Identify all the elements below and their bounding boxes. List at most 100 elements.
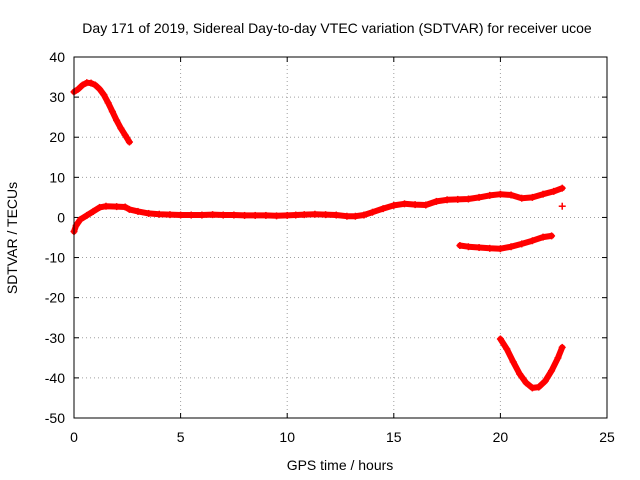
data-point xyxy=(411,201,419,209)
data-point xyxy=(230,211,238,219)
data-point xyxy=(241,211,249,219)
data-point xyxy=(332,211,340,219)
data-point xyxy=(100,91,108,99)
data-point xyxy=(121,131,129,139)
data-point xyxy=(507,243,515,251)
data-point xyxy=(125,205,133,213)
data-point xyxy=(322,211,330,219)
data-point xyxy=(91,81,99,89)
data-point xyxy=(518,240,526,248)
data-point xyxy=(300,211,308,219)
series-band-arc-low xyxy=(497,336,566,391)
data-point xyxy=(486,244,494,252)
data-point xyxy=(209,211,217,219)
data-point xyxy=(456,242,464,250)
data-point xyxy=(464,195,472,203)
data-point xyxy=(74,85,82,93)
data-point xyxy=(177,211,185,219)
data-point xyxy=(400,200,408,208)
grid xyxy=(74,57,607,418)
data-point xyxy=(104,99,112,107)
data-point xyxy=(292,211,300,219)
data-point xyxy=(343,212,351,220)
x-tick-label: 10 xyxy=(279,429,295,445)
x-tick-label: 20 xyxy=(493,429,509,445)
data-point xyxy=(539,233,547,241)
data-point xyxy=(558,184,566,192)
data-point xyxy=(548,232,556,240)
y-tick-label: -10 xyxy=(45,250,65,266)
data-point xyxy=(219,211,227,219)
x-tick-label: 25 xyxy=(599,429,615,445)
data-point xyxy=(516,370,524,378)
ticks: 0 5 10 15 20 25 -50 -40 -30 -20 -10 0 10 20 30 40 xyxy=(45,49,615,445)
data-point xyxy=(113,116,121,124)
y-tick-label: 10 xyxy=(49,169,65,185)
data-point xyxy=(528,237,536,245)
data-point xyxy=(496,335,504,343)
data-point xyxy=(496,190,504,198)
y-tick-label: 20 xyxy=(49,129,65,145)
series-band-arc-high xyxy=(71,79,133,145)
data-point xyxy=(121,203,129,211)
y-axis-label: SDTVAR / TECUs xyxy=(4,182,20,294)
data-point xyxy=(368,208,376,216)
data-point xyxy=(187,211,195,219)
data-point xyxy=(541,377,549,385)
data-point xyxy=(548,367,556,375)
data-point xyxy=(475,193,483,201)
data-point xyxy=(83,211,91,219)
data-point xyxy=(108,108,116,116)
data-point xyxy=(166,211,174,219)
data-point xyxy=(79,81,87,89)
data-point xyxy=(422,201,430,209)
data-point xyxy=(454,195,462,203)
data-point xyxy=(539,190,547,198)
data-point xyxy=(558,202,566,210)
data-point xyxy=(509,358,517,366)
data-point xyxy=(125,138,133,146)
plot-frame xyxy=(73,56,608,419)
data-point xyxy=(87,79,95,87)
data-point xyxy=(518,194,526,202)
data-points xyxy=(70,79,566,392)
data-point xyxy=(464,243,472,251)
x-axis-label: GPS time / hours xyxy=(287,457,394,473)
data-point xyxy=(554,354,562,362)
data-point xyxy=(273,212,281,220)
data-point xyxy=(432,197,440,205)
data-point xyxy=(503,345,511,353)
chart-title: Day 171 of 2019, Sidereal Day-to-day VTE… xyxy=(82,20,592,36)
data-point xyxy=(351,212,359,220)
data-point xyxy=(113,203,121,211)
data-point xyxy=(89,207,97,215)
x-tick-label: 5 xyxy=(177,429,185,445)
data-point xyxy=(558,343,566,351)
data-point xyxy=(96,203,104,211)
y-tick-label: -20 xyxy=(45,290,65,306)
x-tick-label: 0 xyxy=(70,429,78,445)
data-point xyxy=(550,187,558,195)
data-point xyxy=(360,211,368,219)
data-point xyxy=(379,205,387,213)
y-tick-label: 0 xyxy=(57,209,65,225)
data-point xyxy=(528,384,536,392)
series-band-arc-negative xyxy=(456,232,555,252)
data-point xyxy=(496,245,504,253)
data-point xyxy=(390,201,398,209)
data-point xyxy=(96,85,104,93)
data-point xyxy=(311,210,319,218)
data-point xyxy=(76,215,84,223)
data-point xyxy=(198,211,206,219)
data-point xyxy=(283,211,291,219)
data-point xyxy=(117,124,125,132)
data-point xyxy=(251,211,259,219)
data-point xyxy=(134,207,142,215)
y-tick-label: 40 xyxy=(49,49,65,65)
data-point xyxy=(145,209,153,217)
series-band-main-trace xyxy=(71,185,566,235)
data-point xyxy=(102,202,110,210)
x-tick-label: 15 xyxy=(386,429,402,445)
data-point xyxy=(155,210,163,218)
